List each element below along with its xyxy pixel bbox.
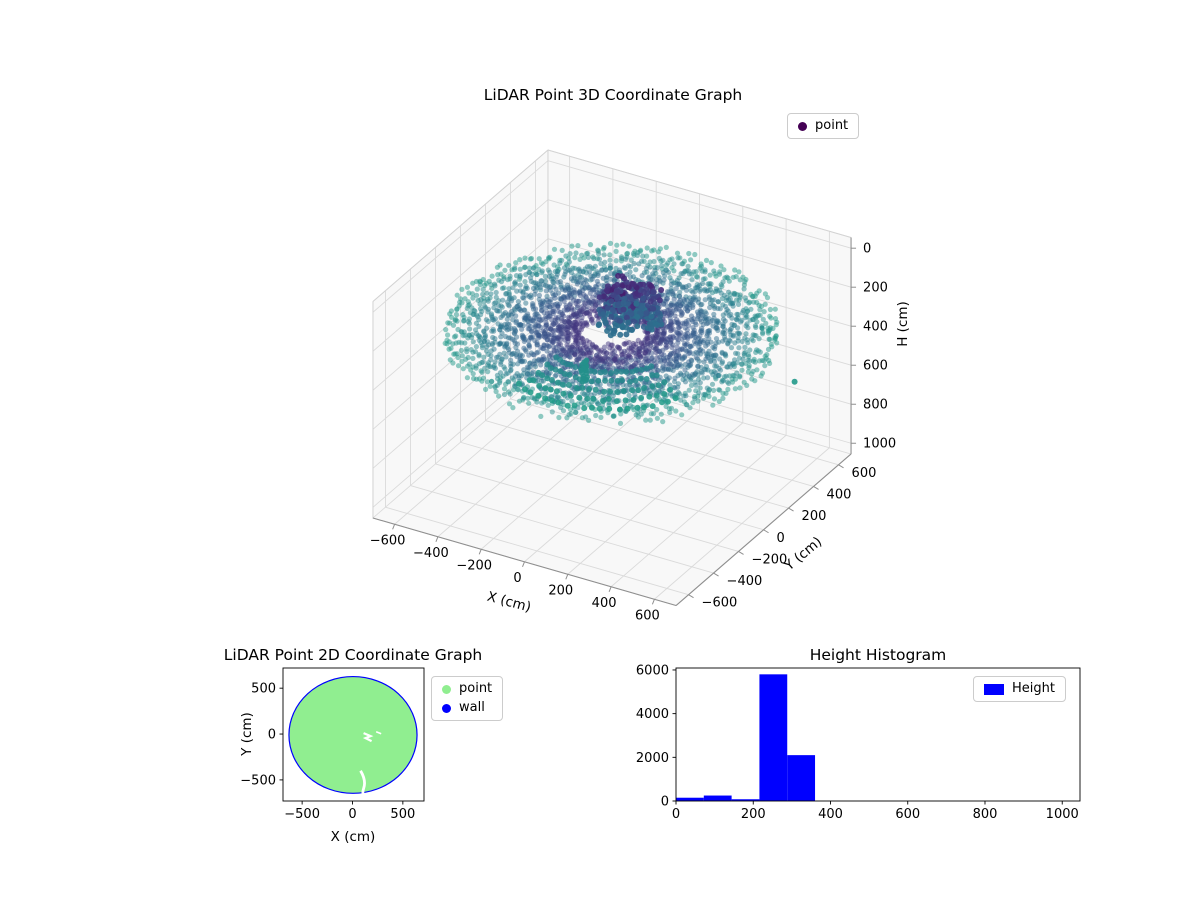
svg-text:2000: 2000 [636,751,669,766]
plot3d-ticks [392,247,857,605]
svg-text:−500: −500 [284,807,320,822]
svg-text:800: 800 [973,807,998,822]
histogram-axes-box [675,667,1081,802]
plot3d-tick-labels: −600−400−2000200400600−600−400−200020040… [370,242,896,624]
height-bar-marker-icon [984,683,1004,695]
legend-entry-height: Height [984,681,1055,697]
svg-text:0: 0 [777,531,785,546]
histogram-ticks [672,669,1063,805]
histogram-legend: Height [973,676,1066,702]
svg-text:−600: −600 [702,596,738,611]
point-disc [289,677,417,793]
svg-text:0: 0 [513,571,521,586]
legend-entry-point-3d: point [798,118,848,134]
svg-text:1000: 1000 [863,437,896,452]
svg-text:600: 600 [895,807,920,822]
wall-marker-icon [442,703,451,713]
svg-text:0: 0 [863,242,871,257]
histogram-bars [676,674,816,801]
svg-text:400: 400 [863,320,888,335]
svg-text:1000: 1000 [1046,807,1079,822]
point-marker-icon [442,684,451,694]
svg-text:500: 500 [251,682,276,697]
histogram-bar [759,674,788,801]
wall-ring [288,675,418,794]
plot3d-point-cloud [442,240,798,426]
legend-label: Height [1012,681,1055,696]
histogram-bar [731,799,760,801]
svg-text:H (cm): H (cm) [895,301,911,347]
svg-text:400: 400 [818,807,843,822]
plot2d: −500 0 500 −500 0 500 [240,667,425,822]
svg-text:−200: −200 [456,558,492,573]
histogram-tick-labels: 0 200 400 600 800 1000 0 2000 4000 6000 [636,663,1079,822]
svg-text:−500: −500 [240,773,276,788]
svg-text:X (cm): X (cm) [485,589,532,616]
plot2d-tick-labels: −500 0 500 −500 0 500 [240,682,415,822]
legend-label: wall [459,700,485,715]
scan-gaps [359,731,382,801]
svg-text:200: 200 [863,281,888,296]
plot2d-xaxis-label: X (cm) [330,829,376,845]
histogram: 0 200 400 600 800 1000 0 2000 4000 6000 [636,663,1081,822]
histogram-title: Height Histogram [809,646,947,664]
plot2d-data [288,675,418,801]
legend-entry-point-2d: point [442,681,492,697]
svg-text:6000: 6000 [636,663,669,678]
plot3d-box-edges [372,149,852,519]
histogram-bar [676,797,704,801]
svg-text:800: 800 [863,398,888,413]
legend-entry-wall: wall [442,700,492,716]
histogram-bar [787,755,816,801]
plot3d-title: LiDAR Point 3D Coordinate Graph [483,86,743,104]
plot2d-yaxis-label: Y (cm) [239,712,255,756]
plot2d-title: LiDAR Point 2D Coordinate Graph [223,646,483,664]
point-marker-icon [798,121,807,131]
svg-text:600: 600 [852,466,877,481]
svg-text:600: 600 [635,608,660,623]
legend-label: point [815,118,849,133]
svg-text:Y (cm): Y (cm) [781,534,825,575]
plot2d-ticks [279,687,404,805]
svg-text:0: 0 [348,807,356,822]
svg-text:600: 600 [863,359,888,374]
svg-text:200: 200 [802,509,827,524]
histogram-bar [703,795,732,801]
svg-text:−200: −200 [752,552,788,567]
svg-text:0: 0 [672,807,680,822]
legend-label: point [459,681,493,696]
svg-text:0: 0 [268,728,276,743]
plot3d: −600−400−2000200400600−600−400−200020040… [370,149,911,624]
svg-text:−400: −400 [727,574,763,589]
plot2d-legend: point wall [431,676,504,721]
svg-text:0: 0 [661,795,669,810]
svg-text:400: 400 [592,596,617,611]
svg-text:500: 500 [390,807,415,822]
svg-text:−600: −600 [370,533,406,548]
svg-text:4000: 4000 [636,707,669,722]
plot3d-legend: point [787,113,860,139]
svg-text:400: 400 [827,487,852,502]
svg-text:−400: −400 [413,546,449,561]
svg-text:200: 200 [741,807,766,822]
svg-text:200: 200 [548,583,573,598]
plot2d-axes-box [282,667,425,802]
